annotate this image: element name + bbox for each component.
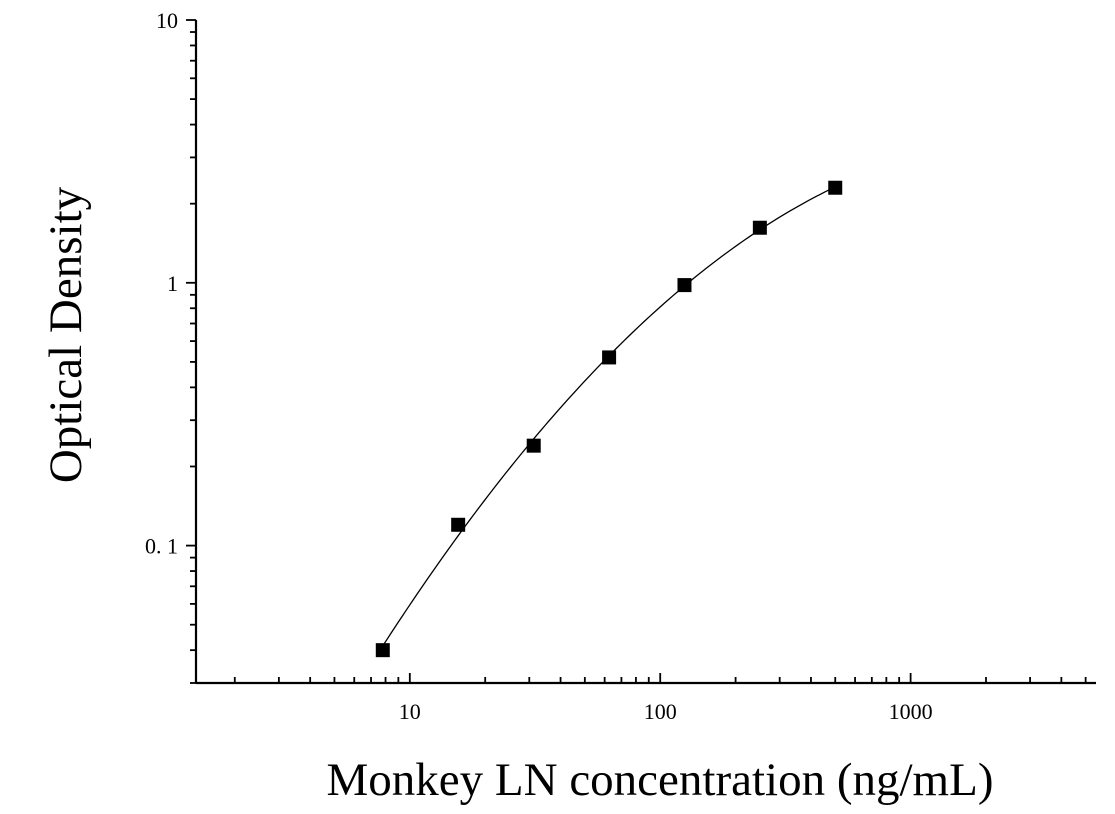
y-axis-title: Optical Density [40,186,92,483]
data-point [375,643,390,658]
ticks: 10 100 1000 0. 1 1 10 [145,8,1087,724]
x-tick-label: 100 [644,699,677,724]
fit-curve [382,186,836,647]
data-point [677,278,692,293]
x-tick-label: 10 [399,699,421,724]
data-point [602,350,617,365]
data-point [526,438,541,453]
fit-curve-layer [382,186,836,647]
data-point [752,220,767,235]
y-tick-label: 0. 1 [145,534,178,559]
y-tick-label: 1 [167,271,178,296]
x-axis-title: Monkey LN concentration (ng/mL) [327,754,994,806]
data-point [828,180,843,195]
axes [194,20,1096,685]
data-points [375,180,843,658]
y-tick-label: 10 [156,8,178,33]
data-point [451,517,466,532]
x-tick-label: 1000 [889,699,933,724]
